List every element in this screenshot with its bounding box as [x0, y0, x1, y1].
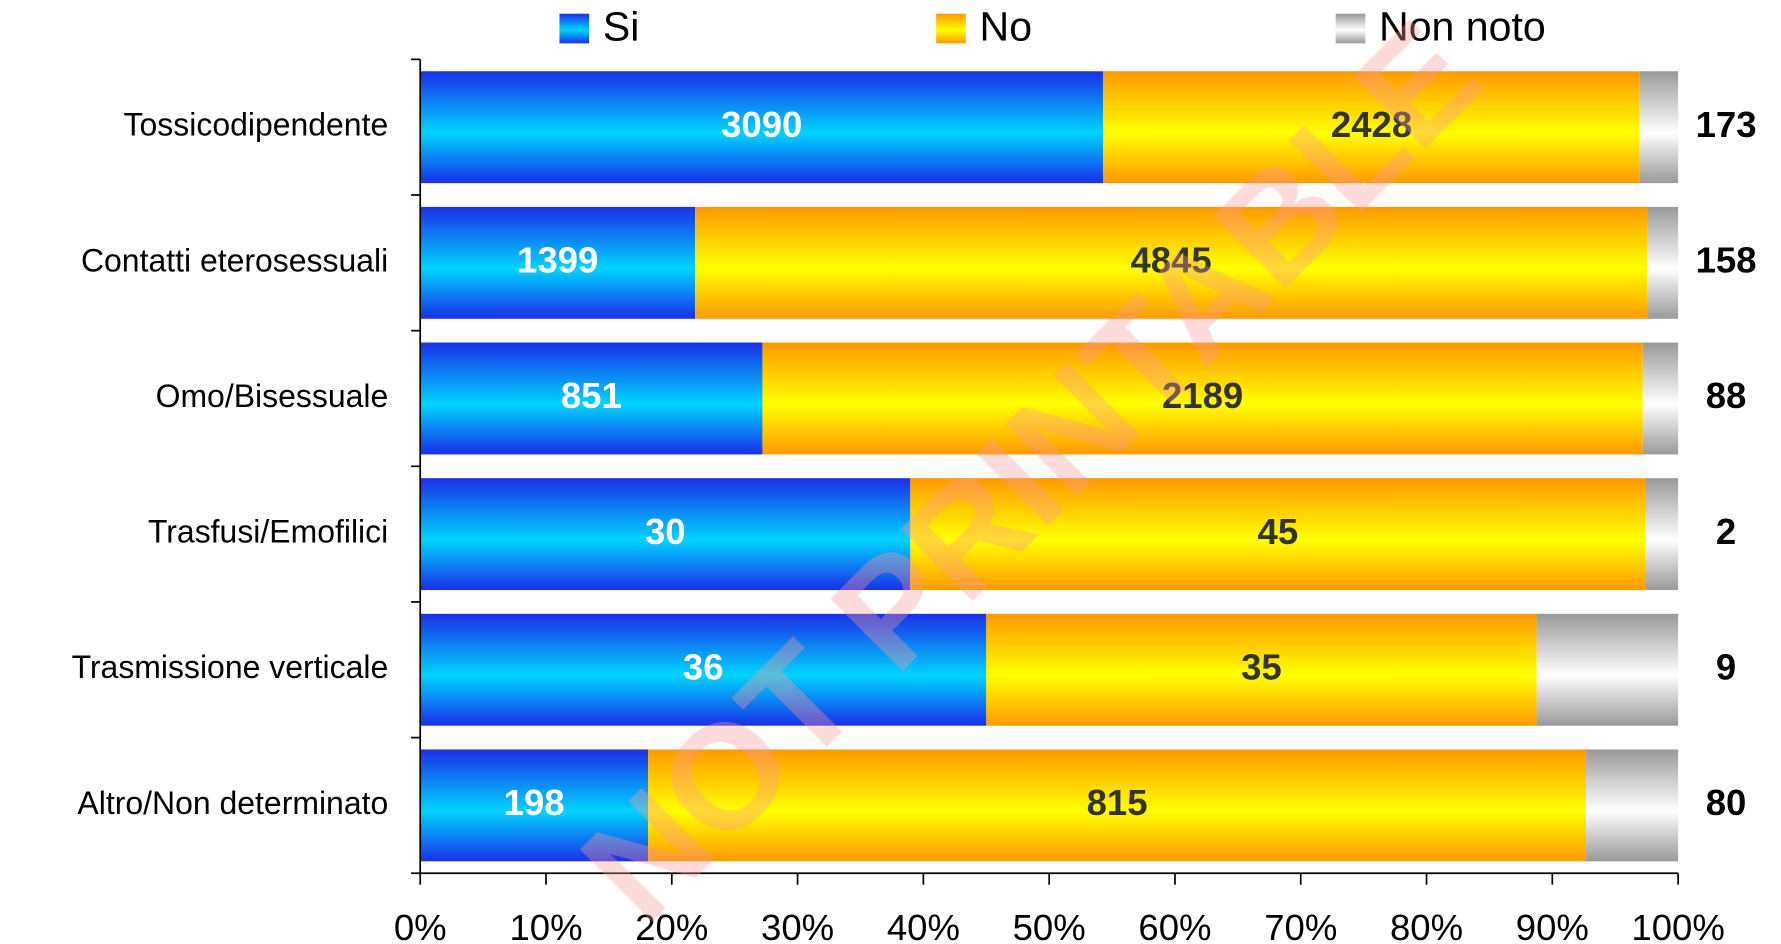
axes: 0% 10% 20% 30% 40% 50% 60% 70% 80% 90% 100%	[394, 58, 1725, 944]
x-tick-label: 70%	[1264, 907, 1337, 944]
bars	[420, 71, 1679, 862]
bar-segment	[420, 613, 987, 726]
value-label: 2	[1716, 511, 1736, 552]
value-label: 198	[504, 782, 565, 823]
bar-segment	[762, 342, 1643, 455]
value-label: 80	[1706, 782, 1747, 823]
legend-swatch	[559, 13, 590, 44]
bar-segment	[420, 749, 649, 862]
value-label: 1399	[517, 239, 598, 280]
x-tick-label: 40%	[887, 907, 960, 944]
value-label: 9	[1716, 646, 1736, 687]
bar-segment	[648, 749, 1587, 862]
legend-swatch	[936, 13, 966, 44]
category-label: Omo/Bisessuale	[156, 378, 389, 414]
x-tick-label: 10%	[509, 907, 582, 944]
category-label: Altro/Non determinato	[77, 785, 388, 821]
legend-label: Si	[603, 4, 640, 50]
bar-segment	[910, 478, 1646, 591]
bar-segment	[1639, 71, 1679, 184]
x-tick-label: 100%	[1631, 907, 1724, 944]
value-label: 36	[683, 646, 724, 687]
value-label: 2189	[1162, 375, 1243, 416]
legend-swatch	[1335, 13, 1366, 44]
value-label: 45	[1258, 511, 1299, 552]
bar-segment	[1642, 342, 1679, 455]
bar-segment	[1645, 478, 1679, 591]
bar-segment	[1103, 71, 1640, 184]
bar-segment	[1536, 613, 1679, 726]
legend-label: No	[980, 4, 1033, 50]
x-tick-label: 20%	[635, 907, 708, 944]
category-label: Trasmissione verticale	[72, 649, 389, 685]
bar-segment	[420, 478, 911, 591]
value-label: 173	[1696, 104, 1757, 145]
value-label: 4845	[1130, 239, 1211, 280]
value-label: 815	[1087, 782, 1148, 823]
legend: Si No Non noto	[559, 4, 1546, 50]
bar-segment	[986, 613, 1537, 726]
value-label: 35	[1241, 646, 1282, 687]
category-label: Tossicodipendente	[124, 107, 389, 143]
bar-segment	[1586, 749, 1679, 862]
x-tick-label: 90%	[1516, 907, 1589, 944]
bar-segment	[1647, 206, 1679, 319]
value-label: 88	[1706, 375, 1747, 416]
value-label: 30	[645, 511, 686, 552]
value-label: 158	[1696, 239, 1757, 280]
x-tick-label: 50%	[1013, 907, 1086, 944]
category-label: Contatti eterosessuali	[81, 242, 388, 278]
value-label: 3090	[721, 104, 802, 145]
x-tick-label: 60%	[1138, 907, 1211, 944]
labels: Tossicodipendente 3090 2428 173 Contatti ete…	[72, 104, 1757, 823]
bar-segment	[420, 71, 1104, 184]
value-label: 2428	[1331, 104, 1412, 145]
x-tick-label: 30%	[761, 907, 834, 944]
category-label: Trasfusi/Emofilici	[148, 514, 388, 550]
x-tick-label: 0%	[394, 907, 447, 944]
x-tick-label: 80%	[1390, 907, 1463, 944]
bar-segment	[420, 342, 763, 455]
value-label: 851	[561, 375, 622, 416]
bar-segment	[420, 206, 696, 319]
legend-label: Non noto	[1379, 4, 1546, 50]
bar-segment	[695, 206, 1648, 319]
